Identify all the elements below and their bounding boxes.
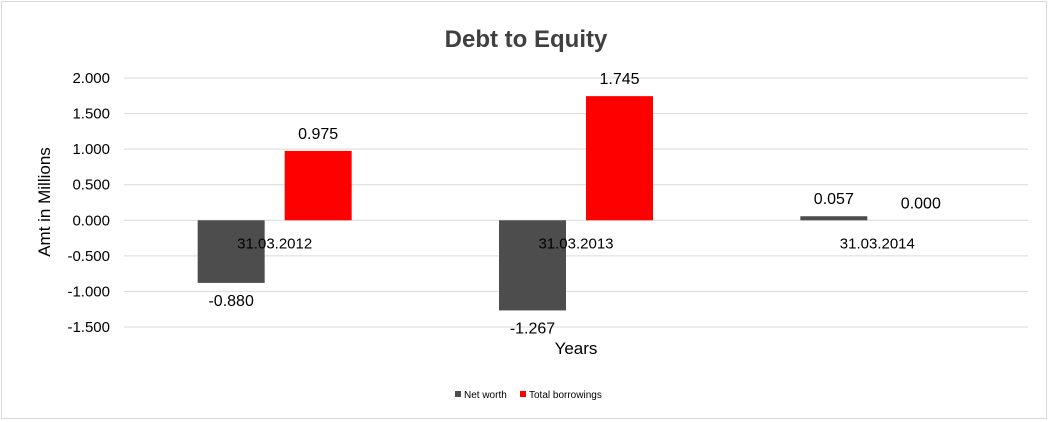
y-tick-label: -1.000 <box>67 283 110 300</box>
data-label: 0.975 <box>298 126 338 143</box>
data-labels: -0.880 0.975 -1.267 1.745 0.057 0.000 <box>208 71 940 337</box>
data-label: -1.267 <box>510 320 555 337</box>
gridlines <box>124 77 1028 328</box>
legend: Net worth Total borrowings <box>455 390 602 401</box>
bar <box>197 220 265 283</box>
y-tick-label: -0.500 <box>67 248 110 265</box>
legend-swatch <box>455 391 461 397</box>
y-tick-label: 2.000 <box>72 70 110 87</box>
y-tick-label: 0.500 <box>72 177 110 194</box>
bar <box>284 150 352 221</box>
bar <box>586 96 653 221</box>
legend-label: Total borrowings <box>529 390 602 401</box>
x-axis-ticks: 31.03.2012 31.03.2013 31.03.2014 <box>237 235 915 252</box>
x-axis-title: Years <box>555 339 598 358</box>
bars <box>197 96 868 311</box>
bar <box>800 216 868 221</box>
y-tick-label: -1.500 <box>67 319 110 336</box>
x-tick-label: 31.03.2014 <box>840 235 915 252</box>
y-tick-label: 1.000 <box>72 141 110 158</box>
y-axis-title: Amt in Millions <box>35 147 54 257</box>
bar <box>499 220 566 311</box>
x-tick-label: 31.03.2013 <box>538 235 613 252</box>
chart-title: Debt to Equity <box>445 26 608 53</box>
y-tick-label: 1.500 <box>72 106 110 123</box>
data-label: 0.057 <box>814 191 854 208</box>
legend-swatch <box>520 391 526 397</box>
data-label: 1.745 <box>599 71 639 88</box>
y-axis-ticks: 2.000 1.500 1.000 0.500 0.000 -0.500 -1.000 -1.… <box>67 70 110 336</box>
legend-label: Net worth <box>464 390 507 401</box>
x-tick-label: 31.03.2012 <box>237 235 312 252</box>
data-label: -0.880 <box>208 293 253 310</box>
y-tick-label: 0.000 <box>72 212 110 229</box>
data-label: 0.000 <box>901 195 941 212</box>
